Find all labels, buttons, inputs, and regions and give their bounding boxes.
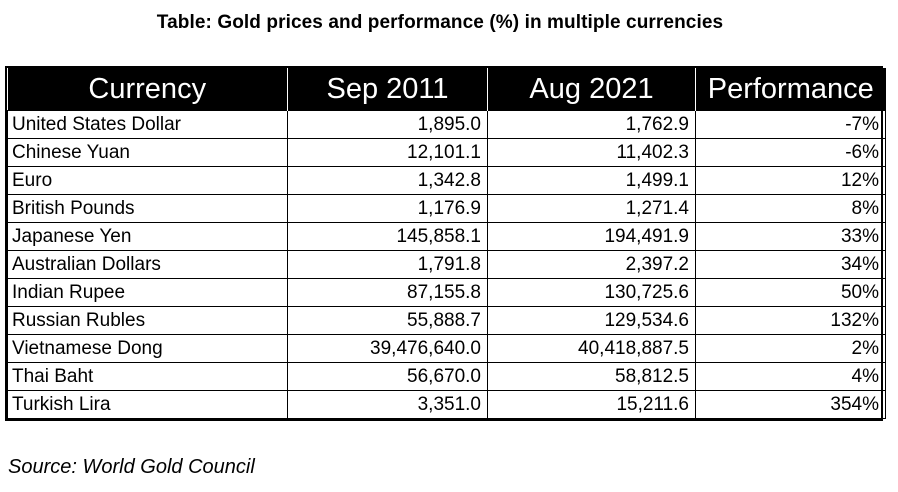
aug-2021-cell: 129,534.6 [487,306,696,335]
currency-cell: Euro [7,166,288,195]
performance-cell: 2% [695,334,886,363]
source-note: Source: World Gold Council [8,456,255,478]
table-row: Euro 1,342.8 1,499.1 12% [7,166,886,195]
sep-2011-cell: 87,155.8 [287,278,488,307]
performance-cell: 34% [695,250,886,279]
aug-2021-cell: 1,271.4 [487,194,696,223]
performance-cell: 8% [695,194,886,223]
sep-2011-cell: 1,342.8 [287,166,488,195]
currency-cell: United States Dollar [7,110,288,139]
sep-2011-cell: 3,351.0 [287,390,488,419]
aug-2021-cell: 130,725.6 [487,278,696,307]
table-title: Table: Gold prices and performance (%) i… [156,12,724,33]
table-row: Turkish Lira 3,351.0 15,211.6 354% [7,390,886,419]
performance-cell: 33% [695,222,886,251]
sep-2011-cell: 1,895.0 [287,110,488,139]
sep-2011-cell: 145,858.1 [287,222,488,251]
aug-2021-cell: 2,397.2 [487,250,696,279]
currency-cell: Turkish Lira [7,390,288,419]
aug-2021-cell: 15,211.6 [487,390,696,419]
table-row: Vietnamese Dong 39,476,640.0 40,418,887.5 2… [7,334,886,363]
table-row: Chinese Yuan 12,101.1 11,402.3 -6% [7,138,886,167]
performance-cell: -7% [695,110,886,139]
table-row: Russian Rubles 55,888.7 129,534.6 132% [7,306,886,335]
currency-cell: Indian Rupee [7,278,288,307]
column-header-sep-2011: Sep 2011 [287,68,488,111]
column-header-performance: Performance [695,68,886,111]
table-row: United States Dollar 1,895.0 1,762.9 -7% [7,110,886,139]
performance-cell: 132% [695,306,886,335]
aug-2021-cell: 11,402.3 [487,138,696,167]
sep-2011-cell: 1,176.9 [287,194,488,223]
currency-cell: Australian Dollars [7,250,288,279]
performance-cell: 50% [695,278,886,307]
table-row: British Pounds 1,176.9 1,271.4 8% [7,194,886,223]
gold-price-table: Currency Sep 2011 Aug 2021 Performance U… [5,66,886,421]
aug-2021-cell: 194,491.9 [487,222,696,251]
column-header-aug-2021: Aug 2021 [487,68,696,111]
performance-cell: -6% [695,138,886,167]
currency-cell: British Pounds [7,194,288,223]
currency-cell: Chinese Yuan [7,138,288,167]
currency-cell: Thai Baht [7,362,288,391]
sep-2011-cell: 56,670.0 [287,362,488,391]
currency-cell: Vietnamese Dong [7,334,288,363]
table-header-row: Currency Sep 2011 Aug 2021 Performance [7,68,886,111]
aug-2021-cell: 40,418,887.5 [487,334,696,363]
table-row: Thai Baht 56,670.0 58,812.5 4% [7,362,886,391]
currency-cell: Russian Rubles [7,306,288,335]
performance-cell: 354% [695,390,886,419]
sep-2011-cell: 1,791.8 [287,250,488,279]
table-row: Australian Dollars 1,791.8 2,397.2 34% [7,250,886,279]
column-header-currency: Currency [7,68,288,111]
aug-2021-cell: 58,812.5 [487,362,696,391]
table-body: United States Dollar 1,895.0 1,762.9 -7% Chi… [7,110,886,419]
sep-2011-cell: 12,101.1 [287,138,488,167]
sep-2011-cell: 39,476,640.0 [287,334,488,363]
aug-2021-cell: 1,499.1 [487,166,696,195]
performance-cell: 12% [695,166,886,195]
performance-cell: 4% [695,362,886,391]
sep-2011-cell: 55,888.7 [287,306,488,335]
table-row: Japanese Yen 145,858.1 194,491.9 33% [7,222,886,251]
table-row: Indian Rupee 87,155.8 130,725.6 50% [7,278,886,307]
aug-2021-cell: 1,762.9 [487,110,696,139]
currency-cell: Japanese Yen [7,222,288,251]
